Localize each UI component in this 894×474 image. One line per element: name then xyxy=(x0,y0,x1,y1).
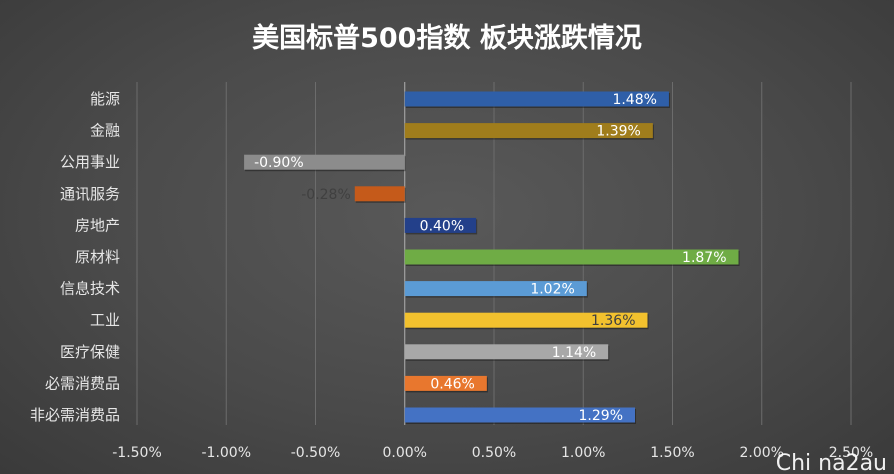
bar xyxy=(404,407,636,423)
category-label: 医疗保健 xyxy=(60,343,120,361)
bar xyxy=(404,281,587,297)
category-label: 信息技术 xyxy=(60,280,120,298)
category-label: 工业 xyxy=(90,311,120,329)
x-tick-label: 0.00% xyxy=(383,445,427,461)
chart-title: 美国标普500指数 板块涨跌情况 xyxy=(252,22,642,54)
data-label: -0.28% xyxy=(301,187,351,203)
x-tick-label: -1.50% xyxy=(112,445,162,461)
data-label: 0.46% xyxy=(430,376,474,392)
data-label: 1.36% xyxy=(591,313,635,329)
data-label: 1.39% xyxy=(596,124,640,140)
bar xyxy=(244,154,405,170)
x-tick-label: -0.50% xyxy=(291,445,341,461)
data-label: 1.29% xyxy=(579,408,623,424)
x-tick-label: 1.00% xyxy=(561,445,605,461)
data-label: 0.40% xyxy=(420,218,464,234)
data-label: -0.90% xyxy=(254,155,304,171)
bar xyxy=(354,186,405,202)
x-tick-labels: -1.50% -1.00% -0.50% 0.00% 0.50% 1.00% 1.50% 2.… xyxy=(112,445,873,461)
bar xyxy=(404,312,648,328)
x-tick-label: -1.00% xyxy=(201,445,251,461)
bar xyxy=(404,123,653,139)
x-tick-label: 2.50% xyxy=(829,445,873,461)
category-label: 原材料 xyxy=(75,248,120,266)
bar xyxy=(404,344,609,360)
category-label: 必需消费品 xyxy=(45,374,120,392)
watermark: Chi na2au xyxy=(776,451,887,474)
data-label: 1.02% xyxy=(530,282,574,298)
x-tick-label: 2.00% xyxy=(740,445,784,461)
category-label: 金融 xyxy=(90,122,120,140)
bar xyxy=(404,217,477,233)
data-label: 1.14% xyxy=(552,345,596,361)
data-label: 1.87% xyxy=(682,250,726,266)
x-tick-label: 0.50% xyxy=(472,445,516,461)
x-tick-label: 1.50% xyxy=(650,445,694,461)
category-label: 公用事业 xyxy=(60,153,120,171)
category-label: 能源 xyxy=(90,90,120,108)
category-label: 非必需消费品 xyxy=(30,406,120,424)
category-label: 房地产 xyxy=(75,216,120,234)
bar xyxy=(404,249,739,265)
data-label: 1.48% xyxy=(612,92,656,108)
bar xyxy=(404,91,669,107)
category-label: 通讯服务 xyxy=(60,185,120,203)
bars: 1.48% 1.39% -0.90% -0.28% 0.40% 1.87% 1.02% 1.3… xyxy=(244,91,740,424)
bar xyxy=(404,375,487,391)
